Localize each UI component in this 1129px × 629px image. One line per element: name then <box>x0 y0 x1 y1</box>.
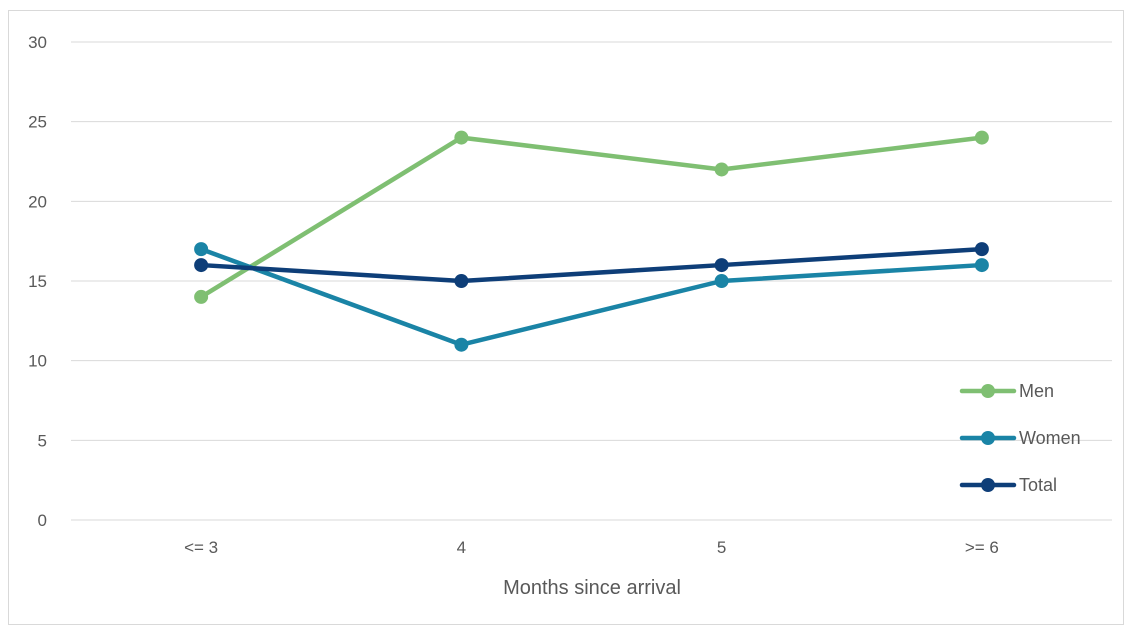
x-axis-ticks: <= 3 4 5 >= 6 <box>184 538 999 557</box>
legend-label: Men <box>1019 381 1054 401</box>
data-point <box>714 162 729 177</box>
data-point <box>454 130 469 145</box>
data-point <box>194 289 209 304</box>
y-tick-label: 5 <box>38 431 47 450</box>
data-point <box>454 274 469 288</box>
legend-label: Total <box>1019 475 1057 495</box>
legend-item-men: Men <box>959 381 1054 401</box>
legend-swatch-marker <box>981 431 995 445</box>
x-tick-label: 4 <box>457 538 466 557</box>
legend-item-total: Total <box>959 475 1057 495</box>
y-tick-label: 30 <box>28 33 47 52</box>
gridlines <box>71 41 1112 521</box>
data-point <box>974 130 989 145</box>
y-tick-label: 25 <box>28 113 47 132</box>
y-tick-label: 0 <box>38 511 47 530</box>
series-line <box>198 246 985 347</box>
y-axis-ticks: 0 5 10 15 20 25 30 <box>28 33 47 530</box>
data-point <box>194 242 209 257</box>
y-tick-label: 15 <box>28 272 47 291</box>
series-men <box>194 130 989 304</box>
data-point <box>714 258 729 273</box>
x-tick-label: >= 6 <box>965 538 999 557</box>
series-total <box>194 242 989 288</box>
legend-swatch-marker <box>981 384 995 398</box>
series-women <box>194 242 989 352</box>
data-point <box>974 258 989 273</box>
data-point <box>454 337 469 352</box>
legend-swatch-marker <box>981 478 995 492</box>
data-point <box>974 242 989 257</box>
y-tick-label: 20 <box>28 192 47 211</box>
data-point <box>194 258 209 273</box>
data-point <box>714 274 729 288</box>
legend-item-women: Women <box>959 428 1081 448</box>
series-lines <box>194 130 989 352</box>
y-tick-label: 10 <box>28 352 47 371</box>
legend-label: Women <box>1019 428 1081 448</box>
x-axis-title: Months since arrival <box>503 577 681 599</box>
series-line <box>198 135 985 300</box>
legend: Men Women Total <box>959 381 1081 495</box>
x-tick-label: <= 3 <box>184 538 218 557</box>
series-line <box>198 246 985 284</box>
x-tick-label: 5 <box>717 538 726 557</box>
